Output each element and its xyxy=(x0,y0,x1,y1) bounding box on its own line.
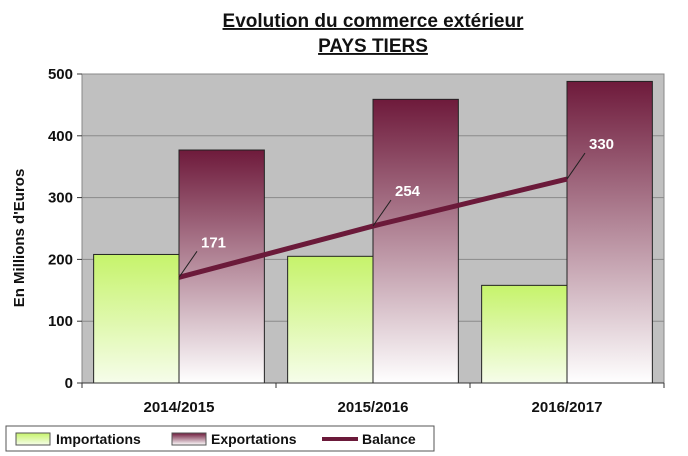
legend-swatch-exportations xyxy=(171,432,207,446)
data-label-leader xyxy=(566,152,586,180)
balance-data-label: 171 xyxy=(201,234,226,251)
balance-data-label: 254 xyxy=(395,183,421,200)
legend: Importations Exportations Balance xyxy=(5,425,435,452)
chart-subtitle: PAYS TIERS xyxy=(318,36,428,57)
data-label-leader xyxy=(372,199,392,227)
bar-importations xyxy=(481,284,568,384)
bar-importations xyxy=(287,255,374,384)
x-tick-label: 2016/2017 xyxy=(532,399,603,416)
x-tick-label: 2014/2015 xyxy=(144,399,215,416)
y-tick-label: 500 xyxy=(48,66,73,83)
y-tick-label: 400 xyxy=(48,128,73,145)
y-tick-label: 300 xyxy=(48,190,73,207)
bar-importations xyxy=(93,253,180,384)
bar-exportations xyxy=(372,98,459,384)
y-axis-label: En Millions d'Euros xyxy=(11,169,28,308)
legend-label-importations: Importations xyxy=(56,431,141,447)
y-tick-label: 100 xyxy=(48,313,73,330)
x-tick-label: 2015/2016 xyxy=(338,399,409,416)
chart-title: Evolution du commerce extérieur xyxy=(223,11,525,32)
legend-swatch-importations xyxy=(15,432,51,446)
y-tick-label: 200 xyxy=(48,251,73,268)
data-label-leader xyxy=(178,251,198,278)
y-tick-label: 0 xyxy=(65,375,73,392)
legend-box xyxy=(5,425,435,452)
legend-label-balance: Balance xyxy=(362,431,416,447)
balance-data-label: 330 xyxy=(589,136,614,153)
bar-exportations xyxy=(566,80,653,384)
legend-label-exportations: Exportations xyxy=(211,431,297,447)
